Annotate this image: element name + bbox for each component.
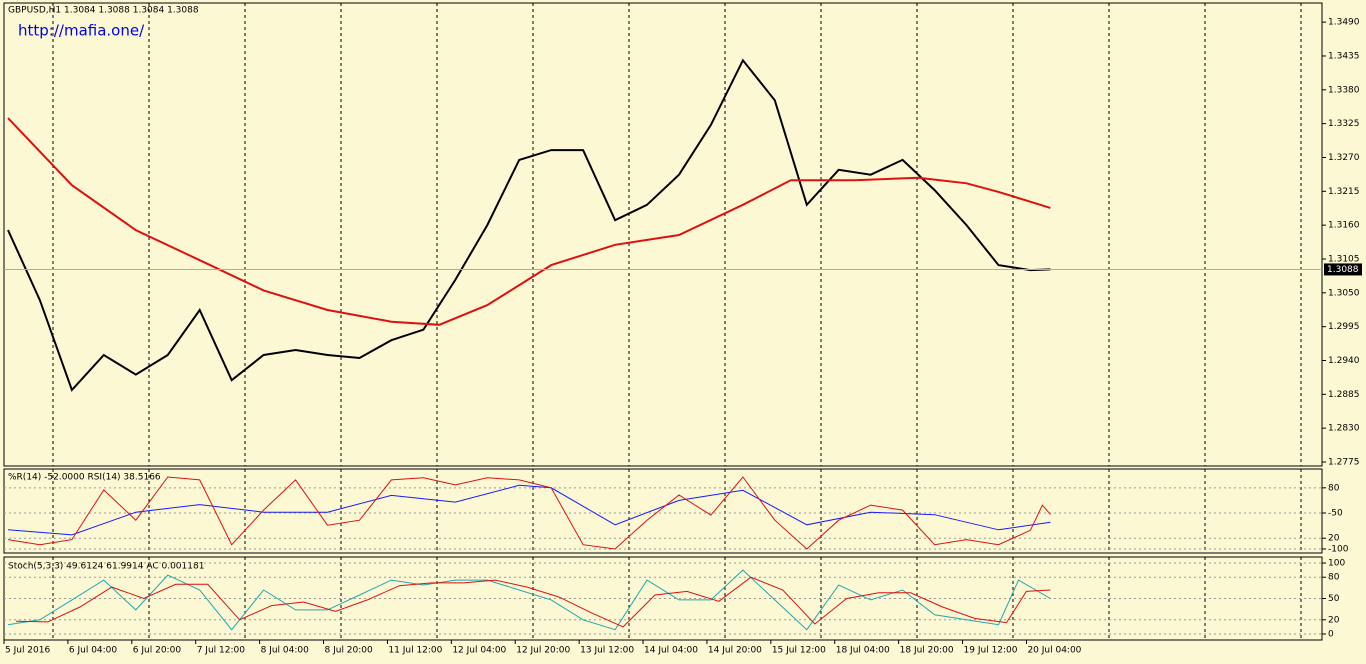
y-tick-label: 80 bbox=[1328, 483, 1340, 493]
y-tick-label: 20 bbox=[1328, 534, 1340, 544]
stochastic-title: Stoch(5,3,3) 49.6124 61.9914 AC 0.001181 bbox=[8, 562, 204, 572]
y-tick-label: 1.2775 bbox=[1328, 458, 1360, 468]
x-tick-label: 8 Jul 20:00 bbox=[325, 646, 374, 656]
y-tick-label: 1.3490 bbox=[1328, 18, 1360, 28]
oscillator-panel bbox=[3, 468, 1323, 554]
price-panel-title: GBPUSD,H1 1.3084 1.3088 1.3084 1.3088 bbox=[8, 6, 199, 16]
y-tick-label: 1.3325 bbox=[1328, 119, 1360, 129]
x-tick-label: 6 Jul 04:00 bbox=[69, 646, 118, 656]
x-tick-label: 12 Jul 20:00 bbox=[516, 646, 570, 656]
y-tick-label: 0 bbox=[1328, 629, 1334, 639]
x-tick-label: 12 Jul 04:00 bbox=[452, 646, 506, 656]
y-tick-label: 1.3050 bbox=[1328, 288, 1360, 298]
y-tick-label: -100 bbox=[1328, 544, 1349, 554]
y-tick-label: 1.3160 bbox=[1328, 221, 1360, 231]
y-tick-label: 1.2940 bbox=[1328, 356, 1360, 366]
current-price-box bbox=[1324, 263, 1362, 276]
x-tick-label: 6 Jul 20:00 bbox=[133, 646, 182, 656]
x-tick-label: 19 Jul 12:00 bbox=[964, 646, 1018, 656]
x-tick-label: 18 Jul 20:00 bbox=[900, 646, 954, 656]
x-tick-label: 15 Jul 12:00 bbox=[772, 646, 826, 656]
y-tick-label: 80 bbox=[1328, 573, 1340, 583]
y-tick-label: 1.2885 bbox=[1328, 390, 1360, 400]
y-tick-label: 50 bbox=[1328, 594, 1340, 604]
y-tick-label: 20 bbox=[1328, 615, 1340, 625]
y-tick-label: 1.3105 bbox=[1328, 254, 1360, 264]
x-tick-label: 14 Jul 20:00 bbox=[708, 646, 762, 656]
series-line bbox=[15, 576, 1051, 628]
y-tick-label: 1.3215 bbox=[1328, 187, 1360, 197]
y-tick-label: -50 bbox=[1328, 508, 1343, 518]
price-panel bbox=[3, 2, 1323, 467]
y-tick-label: 1.3270 bbox=[1328, 153, 1360, 163]
x-tick-label: 5 Jul 2016 bbox=[5, 646, 50, 656]
x-tick-label: 18 Jul 04:00 bbox=[836, 646, 890, 656]
x-tick-label: 11 Jul 12:00 bbox=[388, 646, 442, 656]
x-tick-label: 7 Jul 12:00 bbox=[197, 646, 246, 656]
y-tick-label: 1.2995 bbox=[1328, 322, 1360, 332]
oscillator-title: %R(14) -52.0000 RSI(14) 38.5166 bbox=[8, 473, 161, 483]
current-price-label: 1.3088 bbox=[1327, 265, 1359, 275]
series-line bbox=[7, 569, 1051, 631]
x-tick-label: 20 Jul 04:00 bbox=[1027, 646, 1081, 656]
series-line bbox=[7, 58, 1051, 392]
x-tick-label: 8 Jul 04:00 bbox=[261, 646, 310, 656]
watermark-url: http://mafia.one/ bbox=[18, 22, 145, 40]
x-tick-label: 13 Jul 12:00 bbox=[580, 646, 634, 656]
y-tick-label: 100 bbox=[1328, 559, 1345, 569]
series-line bbox=[7, 117, 1051, 326]
y-tick-label: 1.3435 bbox=[1328, 51, 1360, 61]
y-tick-label: 1.2830 bbox=[1328, 424, 1360, 434]
series-line bbox=[7, 484, 1051, 536]
y-tick-label: 1.3380 bbox=[1328, 85, 1360, 95]
series-line bbox=[7, 476, 1051, 550]
x-tick-label: 14 Jul 04:00 bbox=[644, 646, 698, 656]
